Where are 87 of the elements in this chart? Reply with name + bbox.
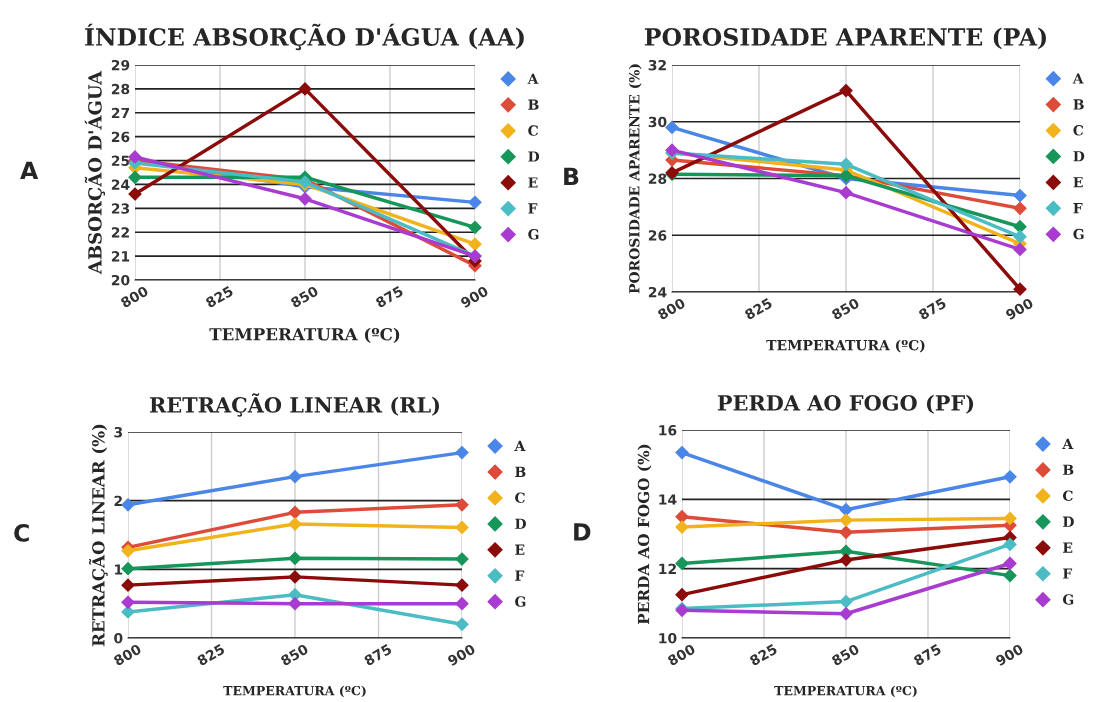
y-tick-label: 25: [111, 155, 130, 167]
legend-label: A: [1062, 438, 1074, 449]
x-tick-label: 800: [112, 643, 142, 667]
y-tick-label: 24: [648, 286, 667, 298]
y-tick-label: 26: [648, 230, 667, 241]
legend-label: F: [515, 570, 525, 581]
legend-label: F: [528, 203, 538, 214]
x-tick-label: 900: [1004, 297, 1034, 321]
legend-label: D: [1073, 151, 1085, 162]
text: D: [574, 523, 591, 541]
legend-label: A: [1072, 73, 1084, 84]
legend-label: D: [528, 151, 540, 162]
legend-label: F: [1063, 568, 1073, 579]
legend-label: C: [515, 492, 525, 504]
x-axis-title: TEMPERATURA (ºC): [209, 327, 400, 343]
legend-label: B: [528, 99, 539, 110]
y-tick-label: 23: [111, 203, 130, 214]
text: C: [14, 523, 29, 542]
legend-label: C: [528, 125, 538, 136]
legend-label: B: [515, 466, 526, 477]
x-tick-label: 850: [289, 285, 319, 309]
y-tick-label: 32: [648, 59, 666, 71]
y-tick-label: 10: [659, 632, 677, 644]
legend-label: A: [527, 73, 539, 84]
x-tick-label: 825: [196, 643, 226, 667]
x-tick-label: 875: [363, 643, 393, 667]
x-tick-label: 850: [830, 297, 860, 321]
legend-label: G: [528, 229, 539, 240]
x-tick-label: 900: [459, 285, 489, 309]
y-axis-title: PERDA AO FOGO (%): [637, 444, 652, 625]
y-tick-label: 2: [114, 495, 122, 506]
text: B: [564, 167, 579, 186]
legend-label: E: [515, 544, 525, 555]
chart-title: ÍNDICE ABSORÇÃO D'ÁGUA (AA): [85, 23, 524, 51]
x-tick-label: 875: [374, 285, 404, 309]
y-tick-label: 3: [114, 426, 123, 438]
y-tick-label: 21: [111, 251, 130, 262]
y-tick-label: 16: [659, 424, 677, 436]
legend-label: G: [1062, 594, 1074, 605]
x-tick-label: 900: [994, 643, 1024, 667]
y-tick-label: 27: [111, 107, 130, 119]
y-tick-label: 20: [111, 274, 130, 286]
chart-title: RETRAÇÃO LINEAR (RL): [149, 393, 440, 417]
y-axis-title: POROSIDADE APARENTE (%): [628, 64, 642, 294]
legend-label: B: [1073, 99, 1084, 110]
legend-label: E: [1063, 542, 1073, 553]
y-tick-label: 12: [659, 563, 676, 574]
x-tick-label: 825: [204, 285, 234, 309]
legend-label: G: [515, 596, 526, 607]
x-axis-title: TEMPERATURA (ºC): [223, 685, 366, 698]
x-axis-title: TEMPERATURA (ºC): [774, 685, 917, 698]
x-axis-title: TEMPERATURA (ºC): [766, 339, 925, 353]
x-tick-label: 800: [666, 643, 696, 667]
x-tick-label: 800: [656, 297, 686, 321]
legend-label: B: [1063, 464, 1074, 475]
y-tick-label: 14: [659, 494, 677, 505]
y-tick-label: 28: [648, 173, 667, 184]
y-tick-label: 24: [111, 179, 130, 190]
y-tick-label: 29: [111, 59, 130, 71]
y-axis-title: ABSORÇÃO D'ÁGUA: [84, 70, 106, 275]
y-tick-label: 0: [114, 632, 123, 644]
y-tick-label: 26: [111, 131, 130, 143]
y-tick-label: 22: [111, 227, 129, 238]
legend-label: D: [1063, 516, 1074, 527]
legend-label: E: [1073, 177, 1083, 188]
chart-title: POROSIDADE APARENTE (PA): [644, 27, 1046, 50]
y-tick-label: 30: [648, 116, 667, 128]
chart-title: PERDA AO FOGO (PF): [717, 394, 974, 414]
x-tick-label: 825: [743, 297, 773, 321]
x-tick-label: 875: [917, 297, 947, 321]
legend-label: D: [515, 518, 526, 529]
y-axis-title: RETRAÇÃO LINEAR (%): [89, 424, 108, 647]
x-tick-label: 850: [279, 643, 309, 667]
y-tick-label: 28: [111, 83, 130, 95]
y-tick-label: 1: [115, 564, 123, 575]
legend-label: F: [1073, 203, 1083, 214]
x-tick-label: 900: [446, 643, 476, 667]
legend-label: G: [1073, 228, 1084, 240]
x-tick-label: 800: [119, 285, 149, 309]
legend-label: C: [1073, 125, 1084, 136]
x-tick-label: 875: [912, 643, 942, 667]
legend-label: C: [1062, 490, 1073, 501]
legend-label: A: [514, 440, 526, 451]
legend-label: E: [528, 177, 538, 188]
text: A: [20, 161, 39, 180]
x-tick-label: 850: [830, 643, 860, 667]
x-tick-label: 825: [748, 643, 778, 667]
